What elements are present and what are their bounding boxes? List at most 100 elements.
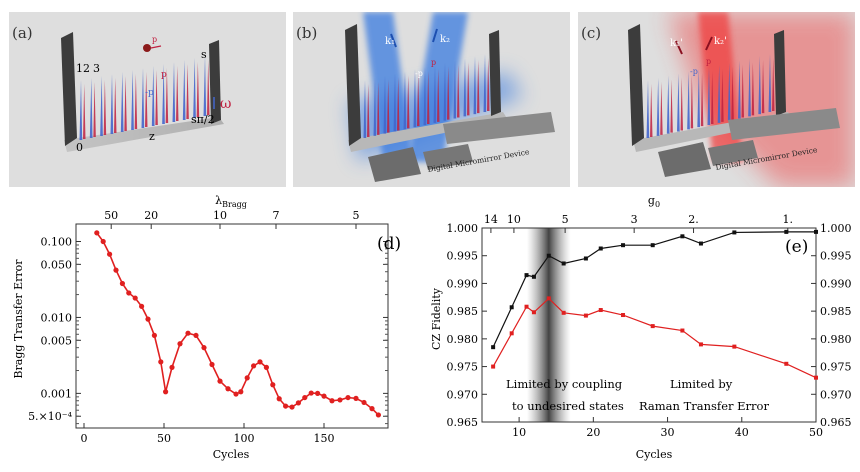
lattice-pin-blue [666,75,670,134]
lattice-pin-blue [738,60,741,119]
lattice-pin-red [650,84,653,137]
data-point [139,303,145,309]
lattice-pin-red [467,62,470,116]
lattice-floor [64,117,224,152]
data-point [177,341,183,347]
lattice-pins [646,54,775,138]
data-point [151,332,157,339]
lattice-pin-red [397,77,400,131]
chart-d-ylabel: Bragg Transfer Error [12,259,25,379]
lattice-pin-red [407,75,410,129]
chart-e-panel-label: (e) [785,237,808,257]
top-tick-label: 5 [353,209,360,222]
data-point [321,393,327,399]
data-point-red [531,310,536,315]
panel-c: (c) k₁' k₂' p -p Digital Micromirror Dev… [578,12,855,187]
y-tick-label-right: 0.970 [820,388,852,401]
momentum-p-label: p [431,58,436,67]
y-tick-label-right: 0.995 [820,250,852,263]
lattice-pin-red [134,74,138,129]
lattice-pin-blue [172,62,176,122]
lattice-pin-blue [677,73,680,132]
data-point-red [524,304,529,309]
data-point [375,412,381,418]
lattice-pin-red [186,64,189,119]
data-point [193,332,199,339]
lattice-pin-red [761,60,765,114]
lattice-pin-red [377,81,380,135]
data-point [329,398,335,404]
data-point [185,330,191,336]
lattice-pins [79,56,210,140]
data-point [169,364,175,370]
data-point [225,386,231,392]
lattice-pin-blue [203,56,207,116]
chart-d-ticks: 0 50 100 150 0.100 0.050 0.010 0.005 0.001 5.×10⁻… [28,209,388,445]
atom-icon [143,44,151,52]
k1-prime-arrow-icon [675,40,683,55]
x-tick-label: 40 [735,426,749,439]
top-axis-label: g0 [648,194,660,209]
top-tick-label: 20 [144,209,158,222]
omega-label: ω [220,96,231,112]
annotation-right-line2: Raman Transfer Error [639,399,769,413]
right-wall [209,40,221,124]
data-point [113,267,119,273]
momentum-neg-p-label: -p [690,67,698,76]
lattice-pin-red [155,70,158,125]
data-point [163,389,169,395]
lattice-pin-blue [141,68,145,128]
chart-d-axes [75,223,389,429]
lattice-pin-red [165,68,169,123]
y-tick-label-right: 0.990 [820,277,852,290]
k2-label: k₂ [440,34,450,45]
y-tick-label: 0.100 [41,235,73,248]
lattice-pin-red [721,68,724,122]
lattice-pin-red [487,58,490,111]
lattice-pin-blue [758,56,762,115]
lattice-pin-blue [373,77,377,136]
y-tick-label: 5.×10⁻⁴ [28,410,73,423]
lattice-pins [363,54,490,138]
data-point [276,396,282,402]
site-index-2: 2 [83,62,90,75]
site-index-1: 1 [76,62,83,75]
lattice-pin-blue [110,74,114,134]
lattice-pin-red [417,73,420,127]
lattice-pin-red [367,84,370,137]
series-line [96,232,379,416]
panel-b: (b) k₁ k₂ p -p Digital Micromirror Devic… [293,12,570,187]
y-tick-label: 0.005 [41,334,73,347]
data-point-black [524,273,529,278]
lattice-pin-blue [131,70,134,130]
lattice-pin-blue [363,80,367,138]
y-tick-label-right: 0.975 [820,361,852,374]
data-point [361,399,367,406]
top-axis-label: λBragg [215,194,247,209]
x-tick-label: 100 [234,432,255,445]
origin-label: 0 [76,141,83,154]
plot-frame [481,227,817,423]
chart-e-axes [481,227,817,423]
data-point [345,394,351,401]
top-tick-label: 5 [562,213,569,226]
data-point [369,406,375,412]
lattice-pin-red [680,77,683,131]
data-point-red [680,328,685,333]
lattice-pin-blue [748,58,751,117]
lattice-pin-blue [768,54,772,112]
lattice-pin-red [447,66,450,120]
data-point [233,391,239,397]
left-wall [345,24,361,146]
data-point [337,397,343,403]
chart-e-xlabel: Cycles [636,448,673,461]
data-point-black [583,256,588,261]
lattice-pin-red [83,84,86,139]
lattice-pin-blue [423,67,427,125]
data-point-black [698,241,703,246]
annotation-right-line1: Limited by [670,377,733,391]
dmd-device [658,108,840,177]
lattice-pin-blue [162,64,165,124]
lattice-pin-blue [473,56,477,115]
